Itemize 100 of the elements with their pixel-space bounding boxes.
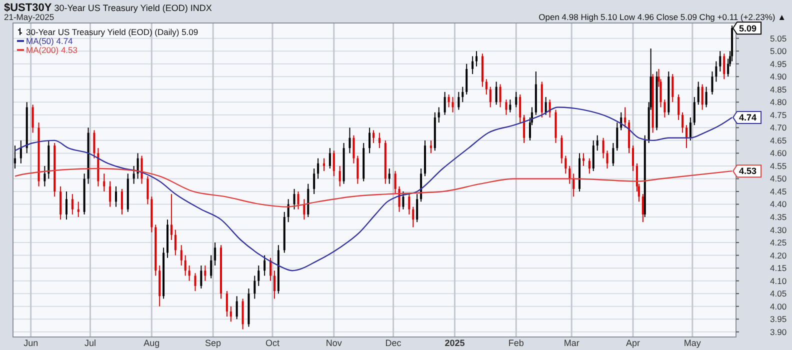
legend-label: 30-Year US Treasury Yield (EOD) (Daily) 5.09 bbox=[26, 26, 198, 37]
candlestick bbox=[14, 145, 16, 170]
x-tick-label: 2025 bbox=[444, 338, 465, 348]
candlestick bbox=[509, 99, 512, 113]
candlestick bbox=[188, 265, 190, 282]
candlestick bbox=[317, 158, 320, 180]
candlestick bbox=[632, 145, 634, 172]
y-tick-label: 4.10 bbox=[770, 276, 787, 286]
y-tick-label: 4.35 bbox=[770, 212, 787, 222]
y-tick-label: 3.95 bbox=[770, 314, 787, 324]
candlestick bbox=[523, 114, 526, 144]
candlestick bbox=[60, 186, 62, 220]
y-tick-label: 4.30 bbox=[770, 224, 787, 235]
candlestick bbox=[180, 244, 182, 266]
candlestick bbox=[606, 150, 608, 170]
candlestick bbox=[715, 60, 718, 82]
y-tick-label: 4.05 bbox=[770, 288, 787, 299]
candlestick bbox=[462, 86, 464, 103]
x-tick-label: Aug bbox=[144, 338, 160, 348]
candlestick bbox=[71, 194, 74, 215]
candlestick bbox=[132, 165, 135, 184]
annotation: 5.09 bbox=[739, 23, 757, 34]
candlestick bbox=[230, 306, 232, 322]
y-tick-label: 4.85 bbox=[770, 84, 787, 94]
candlestick bbox=[264, 254, 266, 276]
candlestick bbox=[568, 165, 571, 184]
candlestick bbox=[515, 91, 518, 108]
y-tick-label: 4.70 bbox=[770, 122, 787, 133]
y-tick-label: 4.90 bbox=[770, 72, 787, 82]
candlestick bbox=[146, 176, 149, 205]
candlestick bbox=[448, 94, 450, 108]
candlestick bbox=[682, 112, 684, 134]
candlestick bbox=[103, 173, 106, 192]
candlestick bbox=[430, 140, 432, 154]
candlestick bbox=[303, 198, 306, 220]
candlestick bbox=[572, 173, 575, 198]
candlestick bbox=[44, 165, 46, 187]
candlestick bbox=[226, 290, 228, 318]
candlestick bbox=[194, 272, 196, 292]
y-tick-label: 4.55 bbox=[770, 160, 787, 171]
y-tick-label: 4.65 bbox=[770, 135, 787, 146]
candlestick bbox=[489, 86, 492, 108]
candlestick bbox=[672, 74, 674, 103]
candlestick bbox=[519, 94, 522, 124]
y-tick-label: 4.95 bbox=[770, 58, 787, 69]
candlestick bbox=[77, 201, 80, 218]
candlestick bbox=[466, 63, 468, 95]
x-tick-label: Feb bbox=[508, 338, 524, 348]
candlestick bbox=[65, 190, 68, 220]
y-tick-label: 4.80 bbox=[770, 97, 787, 108]
y-tick-label: 4.15 bbox=[770, 263, 787, 274]
y-tick-label: 4.40 bbox=[770, 199, 787, 210]
candlestick bbox=[200, 265, 202, 289]
candlestick bbox=[678, 94, 680, 121]
candlestick bbox=[582, 152, 584, 166]
candlestick bbox=[402, 190, 404, 210]
candlestick bbox=[642, 194, 644, 223]
candlestick bbox=[592, 140, 594, 172]
legend-label: MA(200) 4.53 bbox=[26, 44, 78, 55]
candlestick bbox=[544, 96, 547, 116]
candlestick bbox=[356, 155, 359, 184]
candlestick bbox=[505, 99, 508, 116]
candlestick bbox=[723, 53, 726, 80]
candlestick bbox=[458, 91, 460, 110]
candlestick bbox=[236, 296, 238, 320]
candlestick bbox=[32, 104, 34, 134]
y-tick-label: 3.90 bbox=[770, 326, 787, 337]
candlestick bbox=[368, 127, 371, 154]
candlestick bbox=[338, 165, 341, 187]
candlestick bbox=[174, 229, 176, 256]
candlestick bbox=[348, 127, 351, 154]
y-tick-label: 4.75 bbox=[770, 110, 787, 120]
candlestick bbox=[297, 190, 300, 210]
candlestick bbox=[170, 194, 172, 240]
x-tick-label: Jun bbox=[24, 338, 38, 348]
candlestick bbox=[115, 186, 118, 208]
y-tick-label: 4.50 bbox=[770, 174, 787, 184]
candlestick bbox=[120, 188, 123, 215]
candlestick bbox=[313, 168, 316, 195]
candlestick bbox=[711, 71, 714, 95]
candlestick bbox=[624, 106, 626, 128]
candlestick bbox=[602, 137, 604, 159]
candlestick bbox=[697, 81, 700, 106]
annotation: 4.53 bbox=[739, 166, 757, 176]
candlestick bbox=[378, 132, 380, 149]
candlestick bbox=[322, 158, 325, 172]
candlestick bbox=[210, 254, 212, 279]
candlestick bbox=[438, 106, 440, 124]
candlestick bbox=[472, 56, 474, 75]
chart-subtitle: 21-May-2025 bbox=[4, 12, 54, 22]
candlestick bbox=[616, 122, 618, 152]
y-tick-label: 4.00 bbox=[770, 301, 787, 312]
candlestick bbox=[184, 254, 186, 276]
candlestick bbox=[20, 140, 22, 164]
y-tick-label: 4.20 bbox=[770, 250, 787, 260]
candlestick bbox=[560, 134, 563, 164]
candlestick bbox=[394, 170, 396, 195]
y-tick-label: 4.25 bbox=[770, 238, 787, 248]
candlestick bbox=[588, 158, 590, 174]
chart-title: $UST30Y 30-Year US Treasury Yield (EOD) INDX bbox=[4, 2, 212, 14]
